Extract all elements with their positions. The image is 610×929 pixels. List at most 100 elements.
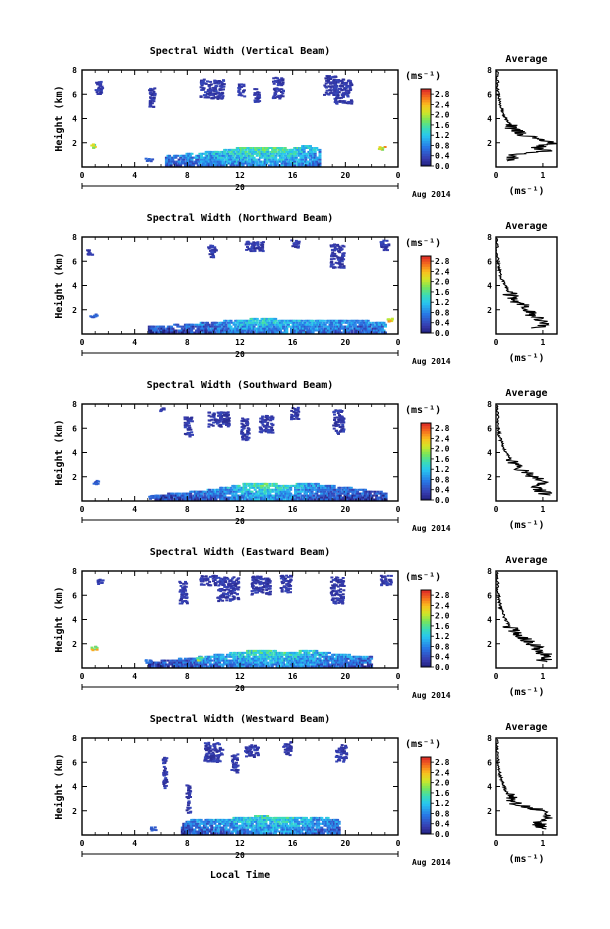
echo-cell [196,663,200,666]
echo-cell [208,490,212,493]
echo-cell [202,665,206,668]
echo-cell [223,319,227,322]
echo-cell [258,488,262,491]
echo-cell [243,95,247,98]
echo-cell [196,329,200,332]
echo-cell [353,494,356,497]
echo-cell [320,484,324,487]
echo-cell [196,661,200,664]
colorbar-segment [421,482,431,486]
echo-cell [365,319,369,322]
echo-cell [340,419,344,422]
echo-cell [205,496,208,499]
echo-cell [292,494,296,497]
echo-cell [188,661,192,664]
echo-cell [296,417,300,420]
echo-cell [188,160,192,163]
echo-cell [371,498,375,501]
echo-cell [192,498,196,501]
chart-title: Spectral Width (Northward Beam) [147,212,334,224]
echo-cell [223,586,227,588]
echo-cell [285,327,289,330]
echo-cell [300,484,304,487]
echo-cell [209,331,213,334]
echo-cell [231,488,235,491]
echo-cell [279,321,282,324]
echo-cell [290,150,293,153]
echo-cell [183,426,187,429]
echo-cell [282,148,286,151]
echo-cell [183,661,187,664]
echo-cell [246,331,250,334]
echo-cell [255,247,259,250]
echo-cell [280,91,283,93]
echo-cell [87,253,91,256]
echo-cell [220,150,223,153]
echo-cell [347,329,351,332]
echo-cell [274,329,278,332]
echo-cell [188,164,192,167]
echo-cell [310,162,314,165]
echo-cell [249,492,252,495]
echo-cell [367,490,371,493]
colorbar-segment [421,124,431,128]
echo-cell [307,160,311,163]
echo-cell [183,657,187,660]
echo-cell [162,494,166,497]
echo-cell [381,146,385,149]
x-tick-label: 20 [341,505,351,514]
average-profile-line [495,237,550,329]
echo-cell [221,422,225,425]
echo-cell [312,494,316,497]
echo-cell [191,659,195,662]
echo-cell [247,436,251,439]
echo-cell [266,156,270,159]
echo-cell [336,598,340,601]
echo-cell [191,327,195,330]
echo-cell [242,85,246,88]
echo-cell [345,81,349,84]
echo-cell [223,325,227,328]
echo-cell [331,492,335,495]
echo-cell [384,246,388,249]
echo-cell [386,583,390,586]
echo-cell [273,87,277,90]
echo-cell [207,154,211,157]
echo-cell [169,164,173,167]
echo-cell [273,92,277,95]
echo-cell [259,581,263,583]
echo-cell [213,88,217,91]
echo-cell [245,492,249,495]
echo-cell [286,164,290,167]
echo-cell [257,97,260,100]
echo-cell [165,331,169,334]
echo-cell [320,325,324,328]
echo-cell [260,488,263,491]
echo-cell [228,590,232,593]
echo-cell [197,494,201,497]
echo-cell [332,587,336,590]
echo-cell [355,319,359,322]
colorbar-tick-label: 0.4 [435,152,450,161]
echo-cell [227,588,231,591]
echo-cell [260,486,263,489]
echo-cell [271,431,275,434]
x-tick-label: 0 [396,338,401,347]
echo-cell [334,597,338,600]
echo-cell [183,156,187,159]
echo-cell [349,486,353,489]
echo-cell [264,418,268,421]
echo-cell [231,321,234,324]
echo-cell [266,158,270,161]
echo-cell [234,152,238,155]
echo-cell [334,498,338,501]
echo-cell [348,498,352,501]
echo-cell [168,154,172,157]
echo-cell [266,154,270,157]
echo-cell [166,659,170,662]
echo-cell [301,486,305,489]
echo-cell [261,418,265,421]
echo-cell [329,265,333,268]
echo-cell [240,323,243,326]
echo-cell [273,89,277,92]
